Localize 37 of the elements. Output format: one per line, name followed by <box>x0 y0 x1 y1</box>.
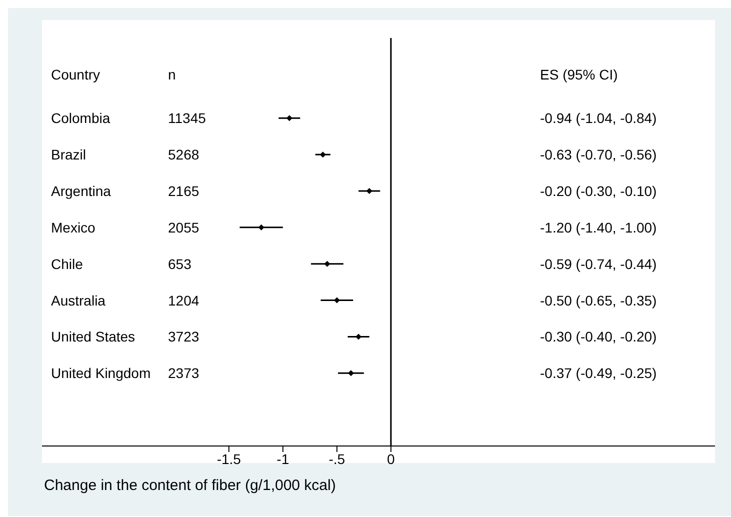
x-tick-label: 0 <box>387 450 396 467</box>
text: n <box>168 66 176 82</box>
text: ES (95% CI) <box>540 66 618 82</box>
annotation: 2373 <box>168 365 200 382</box>
y-tick-label: Mexico <box>51 219 96 236</box>
y-tick-label: Brazil <box>51 146 86 163</box>
annotation: 2165 <box>168 183 200 199</box>
y-tick-label: Argentina <box>51 183 112 199</box>
annotation: 2055 <box>168 219 200 236</box>
y-tick-label: Chile <box>51 256 84 272</box>
annotation: -0.30 (-0.40, -0.20) <box>540 328 657 345</box>
annotation: 1204 <box>168 292 200 308</box>
annotation: -0.63 (-0.70, -0.56) <box>540 146 657 163</box>
annotation: -1.20 (-1.40, -1.00) <box>540 219 657 236</box>
y-tick-label: Colombia <box>51 110 110 126</box>
annotation: 653 <box>168 256 192 272</box>
point <box>324 260 330 267</box>
text: Country <box>51 66 100 82</box>
annotation: -0.20 (-0.30, -0.10) <box>540 183 657 199</box>
x-tick-label: -.5 <box>328 450 346 467</box>
annotation: 3723 <box>168 328 200 345</box>
point <box>320 152 326 158</box>
y-tick-label: Australia <box>51 292 106 308</box>
annotation: -0.94 (-1.04, -0.84) <box>540 110 657 126</box>
point <box>258 224 264 230</box>
annotation: -0.50 (-0.65, -0.35) <box>540 292 657 308</box>
y-tick-label: United States <box>51 328 136 345</box>
annotation: 5268 <box>168 146 200 163</box>
x-tick-label: -1 <box>276 450 290 467</box>
annotation: -0.59 (-0.74, -0.44) <box>540 256 657 272</box>
annotation: -0.37 (-0.49, -0.25) <box>540 365 657 382</box>
x-axis-title: Change in the content of fiber (g/1,000 kcal) <box>44 477 336 494</box>
x-tick-label: -1.5 <box>216 450 242 467</box>
point <box>286 115 292 122</box>
y-tick-label: United Kingdom <box>51 365 151 382</box>
point <box>366 188 372 194</box>
annotation: 11345 <box>168 110 206 126</box>
